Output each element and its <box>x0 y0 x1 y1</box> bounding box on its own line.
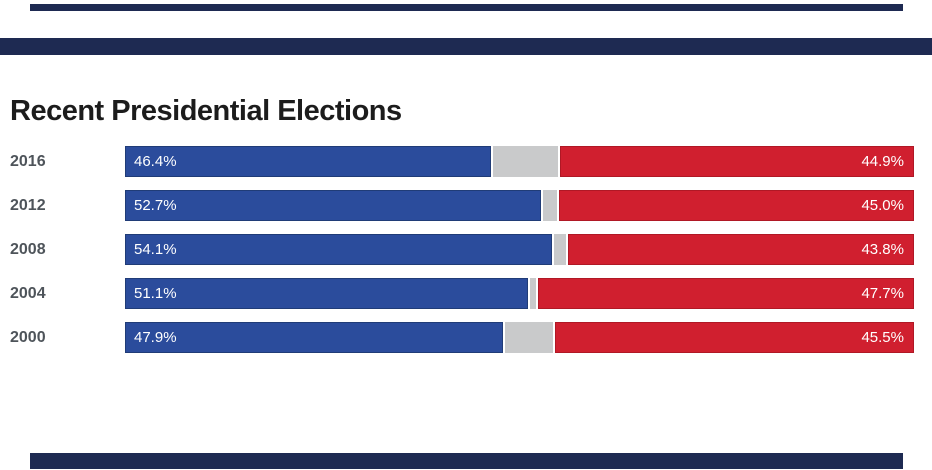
other-bar-segment <box>493 146 558 177</box>
year-label: 2008 <box>10 240 46 258</box>
chart-row: 2008 54.1% 43.8% <box>10 234 914 265</box>
republican-bar-segment: 45.5% <box>555 322 914 353</box>
other-bar-segment <box>530 278 536 309</box>
republican-value-label: 44.9% <box>861 153 904 170</box>
democrat-value-label: 46.4% <box>134 153 177 170</box>
republican-bar-segment: 44.9% <box>559 146 914 177</box>
republican-bar-segment: 43.8% <box>568 234 914 265</box>
republican-value-label: 47.7% <box>861 285 904 302</box>
democrat-bar-segment: 51.1% <box>125 278 529 309</box>
bar-track: 51.1% 47.7% <box>125 278 914 309</box>
chart-title: Recent Presidential Elections <box>10 95 402 127</box>
year-label: 2004 <box>10 284 46 302</box>
democrat-bar-segment: 47.9% <box>125 322 503 353</box>
chart-row: 2012 52.7% 45.0% <box>10 190 914 221</box>
republican-bar-segment: 45.0% <box>558 190 914 221</box>
year-label: 2012 <box>10 196 46 214</box>
chart-row: 2004 51.1% 47.7% <box>10 278 914 309</box>
footer-divider-bar <box>30 453 903 469</box>
bar-track: 52.7% 45.0% <box>125 190 914 221</box>
chart-row: 2016 46.4% 44.9% <box>10 146 914 177</box>
year-label: 2016 <box>10 152 46 170</box>
democrat-bar-segment: 54.1% <box>125 234 552 265</box>
democrat-value-label: 47.9% <box>134 329 177 346</box>
democrat-bar-segment: 46.4% <box>125 146 492 177</box>
top-divider-bar <box>30 4 903 11</box>
other-bar-segment <box>542 190 557 221</box>
democrat-bar-segment: 52.7% <box>125 190 541 221</box>
header-divider-bar <box>0 38 932 55</box>
democrat-value-label: 51.1% <box>134 285 177 302</box>
bar-track: 47.9% 45.5% <box>125 322 914 353</box>
republican-value-label: 43.8% <box>861 241 904 258</box>
republican-value-label: 45.5% <box>861 329 904 346</box>
bar-track: 46.4% 44.9% <box>125 146 914 177</box>
republican-value-label: 45.0% <box>861 197 904 214</box>
democrat-value-label: 54.1% <box>134 241 177 258</box>
chart-rows: 2016 46.4% 44.9% 2012 52.7% 45.0% <box>10 146 914 366</box>
other-bar-segment <box>553 234 567 265</box>
year-label: 2000 <box>10 328 46 346</box>
democrat-value-label: 52.7% <box>134 197 177 214</box>
other-bar-segment <box>504 322 554 353</box>
chart-row: 2000 47.9% 45.5% <box>10 322 914 353</box>
republican-bar-segment: 47.7% <box>537 278 914 309</box>
bar-track: 54.1% 43.8% <box>125 234 914 265</box>
